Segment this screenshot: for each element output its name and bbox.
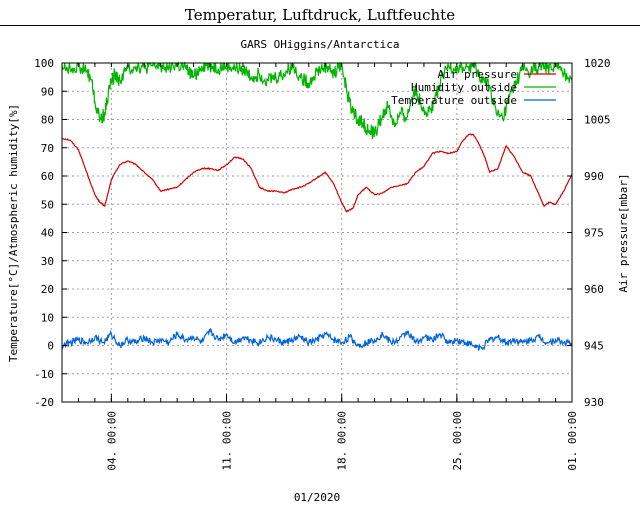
- y-tick-label-right: 960: [584, 283, 604, 296]
- y-tick-label-right: 1005: [584, 114, 611, 127]
- y-tick-label-left: -20: [34, 396, 54, 409]
- page-title: Temperatur, Luftdruck, Luftfeuchte: [184, 6, 456, 24]
- legend-label: Humidity outside: [411, 81, 517, 94]
- y-axis-label-right: Air pressure[mbar]: [617, 173, 630, 292]
- x-tick-label: 25. 00:00: [451, 411, 464, 471]
- temperature-outside-line: [61, 327, 573, 351]
- y-tick-label-left: 100: [34, 57, 54, 70]
- x-tick-label: 18. 00:00: [336, 411, 349, 471]
- chart-title: GARS OHiggins/Antarctica: [241, 38, 400, 51]
- y-tick-label-left: 20: [41, 283, 54, 296]
- y-tick-label-right: 990: [584, 170, 604, 183]
- x-tick-label: 04. 00:00: [105, 411, 118, 471]
- y-tick-label-right: 930: [584, 396, 604, 409]
- y-tick-label-right: 945: [584, 340, 604, 353]
- y-axis-label-left: Temperature[°C]/Atmospheric humidity[%]: [7, 104, 20, 362]
- y-tick-label-left: 80: [41, 114, 54, 127]
- x-axis-label: 01/2020: [294, 491, 340, 504]
- y-tick-label-left: 60: [41, 170, 54, 183]
- grid: [62, 63, 572, 402]
- y-tick-label-left: 40: [41, 227, 54, 240]
- legend-label: Air pressure: [438, 68, 517, 81]
- air-pressure-line: [61, 133, 573, 213]
- y-tick-label-right: 1020: [584, 57, 611, 70]
- y-tick-label-left: -10: [34, 368, 54, 381]
- legend-label: Temperature outside: [391, 94, 517, 107]
- axes: 1009080706050403020100-10-20102010059909…: [34, 57, 610, 471]
- series-lines: [61, 60, 573, 351]
- y-tick-label-left: 70: [41, 142, 54, 155]
- x-tick-label: 11. 00:00: [221, 411, 234, 471]
- y-tick-label-left: 90: [41, 85, 54, 98]
- humidity-outside-line: [61, 60, 573, 140]
- y-tick-label-right: 975: [584, 227, 604, 240]
- y-tick-label-left: 0: [47, 340, 54, 353]
- x-tick-label: 01. 00:00: [566, 411, 579, 471]
- y-tick-label-left: 30: [41, 255, 54, 268]
- y-tick-label-left: 50: [41, 198, 54, 211]
- y-tick-label-left: 10: [41, 311, 54, 324]
- title-divider: [0, 25, 640, 26]
